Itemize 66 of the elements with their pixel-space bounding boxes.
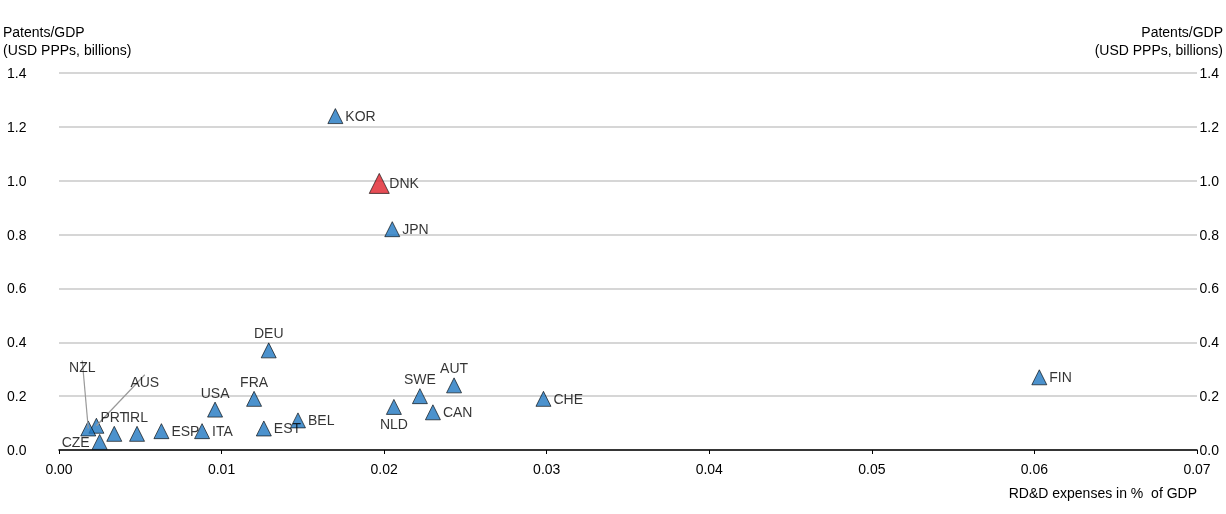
point bbox=[91, 434, 108, 450]
point bbox=[153, 423, 170, 440]
point bbox=[246, 390, 262, 407]
annotation: CAN bbox=[442, 404, 473, 421]
annotation: PRT bbox=[100, 408, 129, 425]
y-tick-label: 0.4 bbox=[7, 334, 27, 351]
annotation: ESP bbox=[171, 423, 200, 440]
annotation: JPN bbox=[402, 221, 429, 238]
point bbox=[327, 108, 344, 124]
y-tick-label: 1.0 bbox=[7, 172, 27, 189]
y-tick-label: 0.8 bbox=[7, 226, 27, 243]
annotation: ITA bbox=[212, 423, 234, 440]
annotation: NLD bbox=[379, 415, 408, 432]
x-tick-label: 0.00 bbox=[45, 461, 73, 477]
point bbox=[425, 404, 441, 421]
annotation: SWE bbox=[403, 371, 436, 388]
point bbox=[1031, 369, 1048, 386]
point bbox=[129, 425, 145, 442]
annotation: AUT bbox=[440, 360, 469, 377]
y2-tick-label: 0.4 bbox=[1199, 334, 1220, 351]
y-tick-label: 0.2 bbox=[7, 388, 27, 405]
x-tick-label: 0.06 bbox=[1020, 461, 1049, 477]
annotation: KOR bbox=[345, 108, 376, 125]
y2-tick-label: 0.2 bbox=[1199, 388, 1220, 405]
x-tick-label: 0.01 bbox=[207, 461, 236, 477]
y-axis-title: Patents/GDP (USD PPPs, billions) bbox=[3, 24, 132, 58]
y2-tick-label: 1.2 bbox=[1199, 118, 1220, 135]
y-tick-label: 1.4 bbox=[7, 65, 27, 81]
point bbox=[384, 221, 401, 238]
point bbox=[412, 388, 428, 405]
x-tick-label: 0.04 bbox=[695, 461, 724, 477]
annotation: AUS bbox=[130, 373, 160, 390]
y2-tick-label: 1.4 bbox=[1199, 65, 1220, 81]
annotation: DNK bbox=[389, 175, 420, 192]
point bbox=[80, 420, 97, 437]
x-tick-label: 0.03 bbox=[533, 461, 561, 477]
y-tick-label: 0.6 bbox=[7, 280, 27, 297]
point bbox=[535, 390, 552, 407]
x-tick-label: 0.05 bbox=[858, 461, 886, 477]
x-axis-title: RD&D expenses in % of GDP bbox=[1008, 485, 1197, 501]
annotation: FRA bbox=[240, 373, 269, 390]
y2-axis-title: Patents/GDP (USD PPPs, billions) bbox=[1094, 24, 1223, 58]
annotation: DEU bbox=[253, 325, 284, 342]
y2-tick-label: 0.6 bbox=[1199, 280, 1220, 297]
point bbox=[106, 425, 123, 442]
point bbox=[386, 399, 402, 415]
y-tick-label: 0.0 bbox=[7, 442, 27, 458]
x-tick-label: 0.07 bbox=[1183, 461, 1211, 477]
point bbox=[260, 342, 277, 359]
annotation: EST bbox=[273, 420, 302, 437]
annotation: CZE bbox=[61, 433, 90, 450]
y2-tick-label: 0.8 bbox=[1199, 226, 1220, 243]
annotation: BEL bbox=[307, 412, 335, 429]
annotation: IRL bbox=[126, 408, 149, 425]
y2-tick-label: 0.0 bbox=[1199, 442, 1220, 458]
annotation: CHE bbox=[553, 390, 584, 407]
y2-tick-label: 1.0 bbox=[1199, 172, 1220, 189]
point bbox=[368, 173, 390, 194]
x-tick-label: 0.02 bbox=[370, 461, 398, 477]
point bbox=[255, 420, 272, 437]
point bbox=[446, 377, 462, 394]
point bbox=[207, 401, 223, 418]
y-tick-label: 1.2 bbox=[7, 118, 27, 135]
annotation: USA bbox=[200, 384, 231, 401]
annotation: FIN bbox=[1049, 369, 1072, 386]
annotation: NZL bbox=[69, 359, 96, 376]
